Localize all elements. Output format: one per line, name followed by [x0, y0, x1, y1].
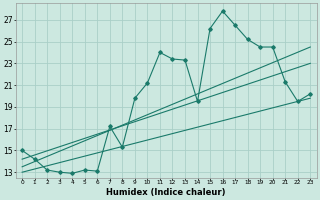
X-axis label: Humidex (Indice chaleur): Humidex (Indice chaleur) — [107, 188, 226, 197]
